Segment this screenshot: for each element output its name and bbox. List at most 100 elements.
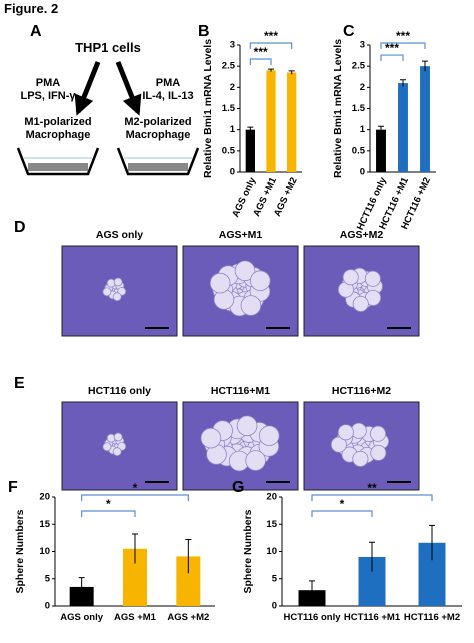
significance-bracket: [311, 510, 373, 517]
cell: [370, 444, 387, 461]
bar: [69, 586, 94, 606]
arrow: [74, 61, 101, 116]
error-bar: [422, 60, 428, 72]
x-tick-label: AGS +M1: [114, 612, 157, 623]
x-tick-label: HCT116 +M1: [344, 612, 401, 623]
image-label: AGS+M2: [340, 229, 384, 241]
error-bar: [185, 539, 192, 574]
y-tick-label: 1: [360, 124, 366, 135]
significance-label: ***: [396, 29, 410, 43]
sphere: [102, 277, 127, 302]
figure-title: Figure. 2: [4, 1, 58, 16]
y-tick-label: 2.5: [352, 61, 366, 72]
y-tick-label: 5: [45, 573, 51, 584]
significance-bracket: [81, 494, 189, 501]
cell: [249, 270, 271, 292]
cell: [369, 425, 387, 442]
error-bar: [78, 577, 85, 597]
cell: [337, 424, 354, 441]
y-tick-label: 2: [360, 82, 365, 93]
y-tick-label: 15: [39, 519, 50, 530]
result: M1-polarized: [24, 116, 91, 128]
y-tick-label: 15: [266, 519, 277, 530]
cell: [258, 425, 280, 447]
sphere: [102, 432, 127, 457]
sphere: [330, 422, 390, 467]
cell: [240, 295, 262, 316]
error-bar: [309, 580, 315, 600]
image-label: HCT116+M2: [332, 385, 391, 397]
y-tick-label: 20: [39, 492, 50, 503]
x-tick-label: HCT116 +M2: [404, 612, 460, 623]
treatment: PMA: [156, 77, 181, 89]
error-bar: [400, 79, 406, 87]
significance-bracket: [81, 510, 136, 517]
cell: [102, 287, 112, 297]
error-bar: [288, 70, 295, 75]
treatment: PMA: [36, 77, 61, 89]
significance-label: ***: [254, 45, 268, 59]
treatment: IL-4, IL-13: [142, 90, 193, 102]
significance-bracket: [380, 54, 404, 62]
y-tick-label: 1.5: [352, 103, 366, 114]
y-tick-label: 5: [272, 573, 278, 584]
bar: [266, 70, 276, 172]
dish: [116, 147, 200, 176]
significance-label: ***: [385, 41, 399, 55]
panel-letter: D: [14, 219, 26, 236]
image-label: HCT116 only: [88, 385, 151, 397]
error-bar: [429, 524, 435, 561]
significance-label: *: [133, 481, 138, 495]
significance-label: **: [367, 481, 377, 495]
y-axis-label: Relative Bmi1 mRNA Levels: [202, 39, 214, 178]
image-label: HCT116+M1: [211, 385, 270, 397]
cell: [234, 260, 256, 282]
panel-letter: F: [8, 479, 18, 496]
y-tick-label: 0.5: [352, 145, 366, 156]
significance-label: *: [340, 497, 345, 511]
y-tick-label: 1.5: [222, 103, 236, 114]
y-tick-label: 2: [230, 82, 235, 93]
x-tick-label: AGS only: [60, 612, 103, 623]
treatment: LPS, IFN-γ: [20, 90, 76, 102]
y-tick-label: 3: [360, 40, 365, 51]
y-tick-label: 1: [230, 124, 236, 135]
significance-bracket: [249, 42, 293, 49]
result: Macrophage: [26, 129, 91, 141]
panel-letter: B: [198, 23, 210, 40]
x-tick-label: HCT116 only: [283, 612, 341, 623]
error-bar: [378, 125, 384, 134]
cell: [330, 436, 347, 453]
cell: [209, 272, 231, 294]
image-label: AGS only: [96, 229, 143, 241]
x-tick-label: AGS +M2: [167, 612, 209, 623]
cell: [236, 415, 258, 437]
error-bar: [369, 541, 375, 572]
y-tick-label: 10: [266, 546, 277, 557]
significance-bracket: [249, 58, 272, 65]
cell: [352, 295, 369, 312]
y-tick-label: 2.5: [222, 61, 236, 72]
panel-letter: G: [232, 479, 244, 496]
significance-label: *: [106, 497, 111, 511]
y-tick-label: 3: [230, 40, 235, 51]
source-cells: THP1 cells: [75, 40, 141, 55]
y-tick-label: 0: [230, 167, 235, 178]
significance-bracket: [380, 42, 426, 49]
cell: [342, 269, 359, 286]
error-bar: [247, 126, 254, 133]
y-axis-label: Sphere Numbers: [14, 509, 26, 593]
bar: [398, 83, 408, 172]
bar: [376, 129, 386, 172]
cell: [113, 432, 123, 442]
y-tick-label: 0: [272, 601, 277, 612]
cell: [102, 442, 112, 452]
cell: [245, 450, 266, 471]
sphere: [209, 260, 271, 317]
bar: [420, 66, 430, 172]
cell: [352, 450, 369, 467]
cell: [112, 292, 122, 302]
y-axis-label: Sphere Numbers: [242, 509, 254, 593]
bar: [287, 72, 297, 172]
